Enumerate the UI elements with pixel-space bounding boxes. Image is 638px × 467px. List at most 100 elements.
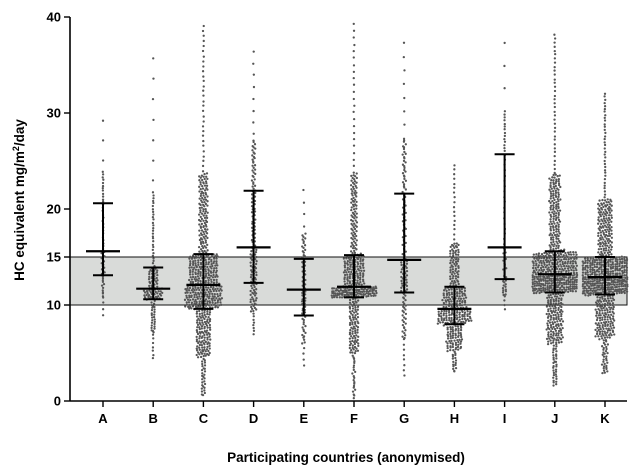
data-point <box>203 184 207 187</box>
data-point <box>466 310 469 313</box>
data-point <box>458 304 462 307</box>
data-point <box>463 289 467 292</box>
data-point <box>549 339 552 342</box>
data-point <box>252 304 255 308</box>
data-point <box>202 191 205 195</box>
data-point <box>610 226 613 229</box>
data-point <box>556 281 559 284</box>
data-point <box>572 251 575 254</box>
data-point <box>616 274 619 277</box>
data-point <box>199 323 202 326</box>
data-point <box>604 150 607 154</box>
data-point <box>400 279 403 283</box>
data-point <box>598 245 602 248</box>
data-point <box>365 290 368 293</box>
data-point <box>348 298 352 302</box>
data-point <box>152 315 156 319</box>
data-point <box>589 266 592 269</box>
data-point <box>353 394 356 397</box>
data-point <box>203 276 207 279</box>
data-point <box>556 233 559 236</box>
data-point <box>605 299 608 303</box>
data-point <box>450 316 453 320</box>
data-point <box>343 283 347 286</box>
data-point <box>403 96 406 100</box>
data-point <box>204 193 208 196</box>
data-point <box>198 185 201 188</box>
data-point <box>362 272 365 275</box>
data-point <box>353 345 357 349</box>
data-point <box>402 147 406 151</box>
data-point <box>610 313 613 316</box>
data-point <box>581 264 584 267</box>
data-point <box>101 198 105 201</box>
data-point <box>194 286 197 289</box>
data-point <box>597 270 601 273</box>
data-point <box>405 284 409 288</box>
data-point <box>302 323 305 326</box>
data-point <box>150 313 153 317</box>
data-point <box>252 309 255 313</box>
data-point <box>402 358 406 361</box>
data-point <box>439 315 443 318</box>
data-point <box>555 258 558 262</box>
data-point <box>611 262 614 266</box>
data-point <box>251 169 254 172</box>
data-point <box>604 114 607 117</box>
data-point <box>533 282 537 285</box>
data-point <box>615 290 619 293</box>
data-point <box>503 128 506 131</box>
data-point <box>348 315 351 318</box>
data-point <box>150 309 154 312</box>
data-point <box>452 360 455 364</box>
data-point <box>559 301 563 305</box>
data-point <box>352 200 356 203</box>
data-point <box>574 267 577 270</box>
data-point <box>353 227 357 231</box>
data-point <box>618 262 621 265</box>
data-point <box>354 288 358 292</box>
data-point <box>603 119 607 122</box>
data-point <box>602 358 605 361</box>
data-point <box>200 233 204 237</box>
data-point <box>604 320 608 324</box>
data-point <box>143 296 147 299</box>
data-point <box>212 297 215 300</box>
data-point <box>205 331 208 334</box>
data-point <box>604 313 608 316</box>
data-point <box>557 213 560 217</box>
data-point <box>557 299 560 303</box>
data-point <box>603 162 607 166</box>
data-point <box>404 250 407 253</box>
data-point <box>557 179 560 183</box>
data-point <box>606 223 609 226</box>
data-point <box>369 287 372 290</box>
data-point <box>214 271 218 274</box>
data-point <box>192 260 195 263</box>
data-point <box>458 313 461 316</box>
data-point <box>199 241 203 244</box>
data-point <box>618 256 621 259</box>
data-point <box>351 390 355 393</box>
data-point <box>549 330 553 333</box>
data-point <box>445 293 449 297</box>
data-point <box>559 338 563 341</box>
data-point <box>598 261 601 264</box>
data-point <box>453 223 456 227</box>
data-point <box>457 243 460 247</box>
data-point <box>361 290 364 293</box>
data-point <box>618 272 621 275</box>
data-point <box>337 289 341 293</box>
data-point <box>196 332 200 336</box>
data-point <box>210 258 213 262</box>
data-point <box>348 291 351 294</box>
data-point <box>603 169 607 172</box>
data-point <box>552 238 555 241</box>
data-point <box>206 200 209 203</box>
x-axis-title: Participating countries (anonymised) <box>227 450 465 465</box>
data-point <box>350 312 353 315</box>
data-point <box>356 338 359 342</box>
data-point <box>553 110 556 113</box>
data-point <box>249 289 252 293</box>
data-point <box>194 272 197 276</box>
